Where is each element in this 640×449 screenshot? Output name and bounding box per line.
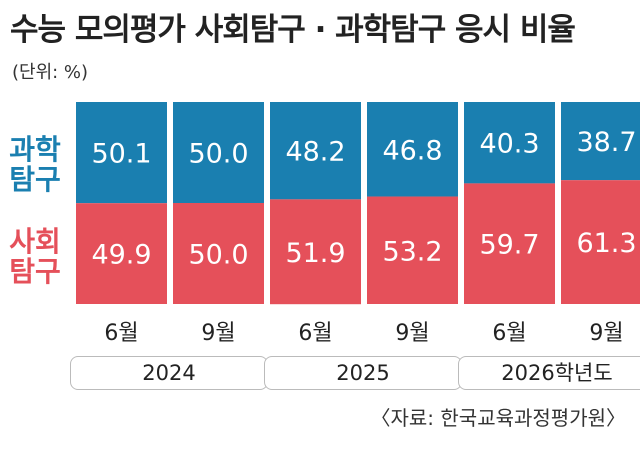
legend-social-line-1: 사회: [9, 225, 61, 258]
bar-social-4: [464, 183, 555, 304]
year-group-label-1: 2025: [264, 356, 462, 390]
bar-science-0: [76, 102, 167, 204]
legend-science: 과학 탐구: [4, 135, 66, 195]
source-note: 〈자료: 한국교육과정평가원〉: [370, 406, 627, 430]
chart-title: 수능 모의평가 사회탐구 · 과학탐구 응시 비율: [10, 12, 576, 48]
month-tick-label-3: 9월: [395, 321, 429, 346]
bar-science-1: [173, 102, 264, 203]
month-tick-label-4: 6월: [492, 321, 526, 346]
legend-science-line-1: 과학: [9, 133, 61, 166]
bar-social-1: [173, 203, 264, 304]
legend-social-line-2: 탐구: [9, 255, 61, 288]
data-label-social-3: 53.2: [382, 236, 442, 267]
legend-science-line-2: 탐구: [9, 163, 61, 196]
data-label-social-4: 59.7: [479, 230, 539, 261]
year-group-label-0: 2024: [70, 356, 268, 390]
bar-social-5: [561, 180, 640, 304]
bar-social-0: [76, 203, 167, 304]
data-label-science-3: 46.8: [382, 135, 442, 166]
data-label-science-1: 50.0: [188, 139, 248, 170]
data-label-science-5: 38.7: [576, 127, 636, 158]
unit-label: (단위: %): [12, 62, 89, 83]
bar-science-2: [270, 102, 361, 200]
year-group-label-2: 2026학년도: [458, 356, 640, 390]
month-tick-label-0: 6월: [104, 321, 138, 346]
month-tick-label-5: 9월: [589, 321, 623, 346]
bar-science-5: [561, 102, 640, 181]
data-label-social-5: 61.3: [576, 228, 636, 259]
data-label-science-4: 40.3: [479, 129, 539, 160]
month-tick-label-1: 9월: [201, 321, 235, 346]
data-label-social-0: 49.9: [91, 240, 151, 271]
legend-social: 사회 탐구: [4, 227, 66, 287]
data-label-science-2: 48.2: [285, 137, 345, 168]
data-label-social-2: 51.9: [285, 238, 345, 269]
data-label-social-1: 50.0: [188, 240, 248, 271]
bar-social-2: [270, 199, 361, 305]
bar-social-3: [367, 196, 458, 304]
bar-science-4: [464, 102, 555, 184]
bar-science-3: [367, 102, 458, 197]
data-label-science-0: 50.1: [91, 139, 151, 170]
month-tick-label-2: 6월: [298, 321, 332, 346]
